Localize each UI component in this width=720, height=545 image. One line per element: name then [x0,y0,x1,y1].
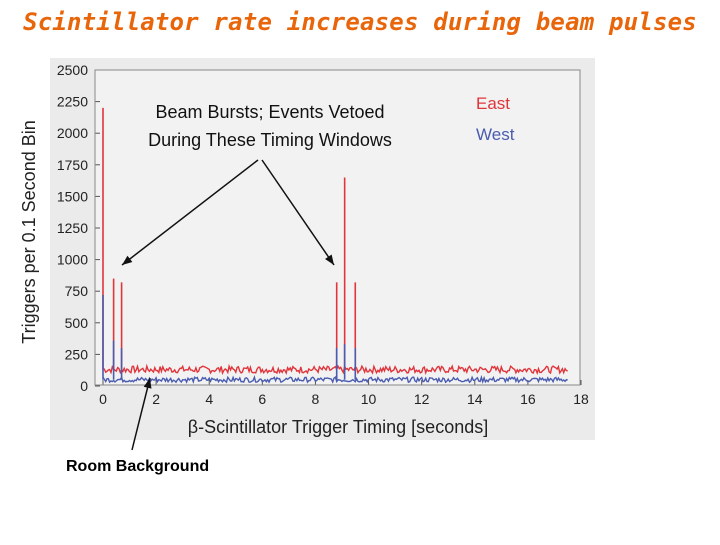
y-tick-label: 1500 [57,188,88,204]
y-tick-label: 1000 [57,252,88,268]
arrow-to-first-burst [121,159,259,266]
x-tick-label: 14 [467,391,483,407]
arrow-to-second-burst [261,159,335,266]
y-tick-label: 2000 [57,125,88,141]
x-tick-label: 16 [520,391,536,407]
y-tick-label: 1250 [57,220,88,236]
x-tick-label: 0 [99,391,107,407]
slide-title: Scintillator rate increases during beam … [23,8,697,36]
plot-area [95,70,580,385]
legend-east: East [476,94,510,113]
arrow-room-background [131,377,151,451]
x-tick-label: 18 [573,391,589,407]
y-tick-label: 750 [65,283,89,299]
series-line-east [102,363,568,376]
plot-frame [94,69,581,386]
legend-west: West [476,125,515,144]
y-tick-label: 2250 [57,94,88,110]
annotation-arrows [121,159,335,451]
series-lines [102,107,568,385]
x-axis-label: β-Scintillator Trigger Timing [seconds] [188,417,488,437]
y-tick-label: 250 [65,346,89,362]
arrow-room-background-head [143,378,152,389]
y-tick-label: 500 [65,315,89,331]
y-tick-label: 1750 [57,157,88,173]
y-tick-label: 2500 [57,62,88,78]
x-tick-label: 10 [361,391,377,407]
y-tick-label: 0 [80,378,88,394]
room-background-label: Room Background [66,458,210,475]
x-axis-ticks: 0 2 4 6 8 10 12 14 16 18 [99,380,589,407]
x-tick-label: 8 [312,391,320,407]
x-tick-label: 12 [414,391,430,407]
y-axis-label: Triggers per 0.1 Second Bin [19,120,39,343]
arrow-to-second-burst-head [325,254,334,265]
x-tick-label: 6 [258,391,266,407]
x-tick-label: 4 [205,391,213,407]
annotation-line-2: During These Timing Windows [148,130,392,150]
y-axis-ticks: 0 250 500 750 1000 1250 1500 1750 2000 2250 2500 [57,62,100,394]
x-tick-label: 2 [152,391,160,407]
arrow-to-first-burst-head [122,255,133,265]
series-line-west [102,374,568,385]
annotation-line-1: Beam Bursts; Events Vetoed [155,102,384,122]
